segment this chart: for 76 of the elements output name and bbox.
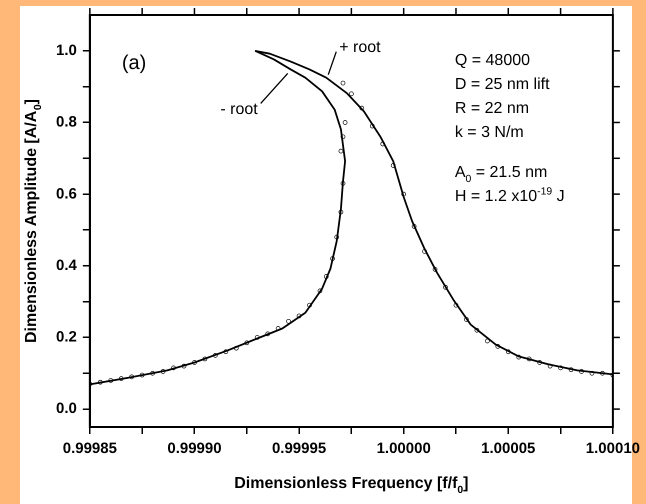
y-tick-label: 0.4 (56, 256, 78, 274)
point (495, 344, 500, 349)
point (464, 317, 469, 322)
point (129, 374, 134, 380)
point (390, 163, 396, 168)
point (474, 328, 480, 333)
point (349, 91, 354, 96)
point (171, 366, 176, 370)
point (537, 360, 542, 365)
point (342, 120, 348, 125)
annotation: k = 3 N/m (454, 124, 524, 141)
point (422, 249, 427, 254)
point (443, 284, 448, 290)
point (340, 80, 346, 86)
point (254, 335, 260, 340)
point (334, 234, 340, 240)
point (454, 302, 458, 308)
point (223, 349, 228, 354)
point (506, 349, 511, 354)
y-tick-label: 0.2 (56, 328, 77, 346)
point (330, 256, 335, 261)
y-tick-label: 0.6 (56, 185, 77, 202)
point (286, 318, 291, 324)
point (600, 370, 605, 376)
point (568, 367, 574, 372)
x-tick-label: 0.99985 (62, 440, 117, 458)
point (340, 134, 346, 140)
y-tick-label: 1.0 (56, 42, 77, 59)
point (338, 148, 344, 154)
point (579, 369, 584, 374)
point (318, 288, 322, 294)
point (140, 372, 145, 378)
y-axis-title: Dimensionless Amplitude [A/A0] (23, 98, 44, 344)
y-tick-label: 0.0 (56, 400, 77, 418)
point (192, 360, 197, 365)
point (380, 142, 386, 146)
point (307, 302, 312, 308)
x-tick-label: 0.99990 (167, 440, 222, 458)
point (108, 378, 114, 383)
x-tick-label: 1.00000 (376, 440, 431, 458)
point (432, 267, 438, 272)
point (558, 366, 563, 370)
point (182, 364, 186, 368)
point (276, 326, 280, 331)
series-label: + root (339, 39, 382, 56)
point (340, 181, 346, 186)
point (485, 338, 490, 344)
point (516, 354, 522, 360)
point (234, 346, 239, 351)
point (213, 353, 218, 358)
point (150, 370, 155, 376)
point (401, 192, 406, 196)
point (526, 356, 532, 362)
annotation: R = 22 nm (454, 100, 530, 117)
x-tick-label: 1.00010 (586, 440, 640, 458)
x-tick-label: 0.99995 (272, 440, 326, 458)
annotation: Q = 48000 (454, 52, 530, 69)
point (118, 376, 124, 381)
point (265, 332, 270, 336)
point (412, 224, 416, 229)
point (98, 380, 103, 385)
point (202, 356, 208, 362)
point (590, 370, 594, 376)
text: - root (220, 100, 258, 118)
point (359, 106, 364, 110)
point (244, 340, 250, 346)
x-tick-label: 1.00005 (481, 440, 536, 458)
annotation: D = 25 nm lift (454, 76, 550, 93)
point (370, 124, 375, 128)
point (160, 369, 166, 374)
point (296, 314, 302, 318)
point (338, 210, 344, 214)
point (324, 274, 329, 279)
annotation: (a) (122, 52, 146, 74)
y-tick-label: 0.8 (56, 114, 77, 131)
point (548, 364, 552, 368)
